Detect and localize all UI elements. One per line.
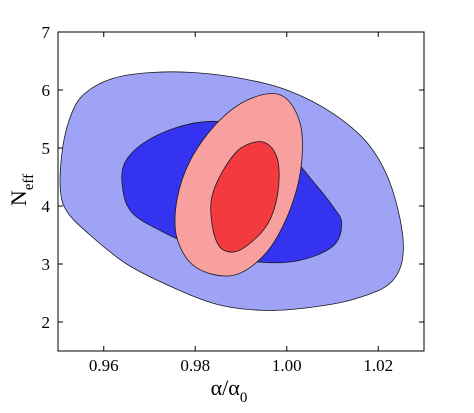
y-tick-label: 2 [42, 313, 51, 332]
y-axis-title-main: N [6, 190, 31, 206]
y-tick-label: 6 [42, 81, 51, 100]
y-axis-title: Neff [6, 174, 37, 206]
y-axis-title-sub: eff [21, 174, 37, 190]
x-axis: 0.96 0.98 1.00 1.02 [89, 32, 393, 375]
contour-red-inner [210, 141, 280, 253]
plot-frame [57, 31, 425, 352]
x-tick-label: 0.96 [89, 356, 119, 375]
x-axis-title-sub: 0 [240, 390, 248, 406]
x-tick-label: 0.98 [180, 356, 210, 375]
x-axis-title: α/α0 [211, 375, 248, 406]
x-axis-title-main: α/α [211, 375, 241, 400]
y-tick-label: 7 [42, 23, 51, 42]
y-axis: 2 3 4 5 6 7 [42, 23, 424, 332]
y-tick-label: 3 [42, 255, 51, 274]
y-tick-label: 5 [42, 139, 51, 158]
y-tick-label: 4 [42, 197, 51, 216]
x-tick-label: 1.00 [272, 356, 302, 375]
contour-layer [59, 71, 404, 311]
x-tick-label: 1.02 [363, 356, 393, 375]
